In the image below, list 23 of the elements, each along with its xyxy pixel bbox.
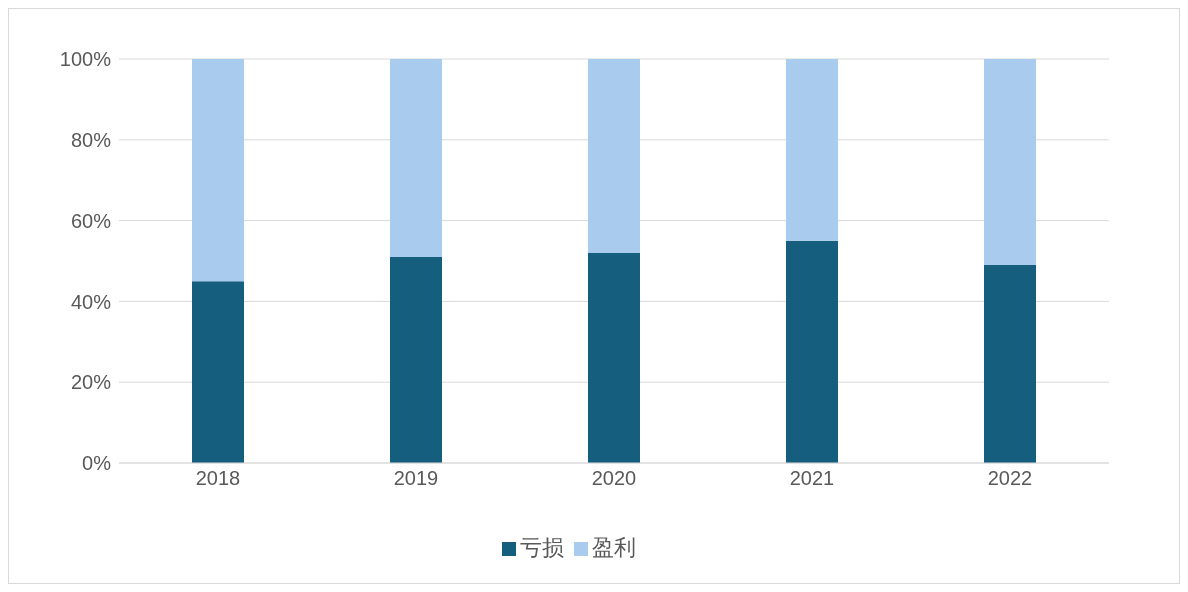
bar: [192, 281, 244, 463]
bar: [588, 59, 640, 253]
y-tick-label: 0%: [82, 452, 112, 475]
y-tick-label: 80%: [70, 128, 112, 151]
y-tick-label: 20%: [70, 371, 112, 394]
bar: [984, 59, 1036, 266]
x-tick-label: 2018: [195, 467, 241, 490]
bar: [984, 265, 1036, 463]
legend-label: 亏损: [520, 535, 564, 560]
bar: [588, 252, 640, 463]
y-tick-label: 60%: [70, 209, 112, 232]
x-tick-label: 2022: [987, 467, 1033, 490]
x-tick-label: 2020: [591, 467, 637, 490]
y-tick-label: 40%: [70, 290, 112, 313]
bar: [390, 256, 442, 463]
bar: [786, 240, 838, 463]
legend-label: 盈利: [592, 535, 636, 560]
y-tick-label: 100%: [59, 48, 112, 71]
bar: [192, 59, 244, 282]
bar: [390, 59, 442, 257]
x-tick-label: 2021: [789, 467, 835, 490]
bar: [786, 59, 838, 241]
x-tick-label: 2019: [393, 467, 439, 490]
